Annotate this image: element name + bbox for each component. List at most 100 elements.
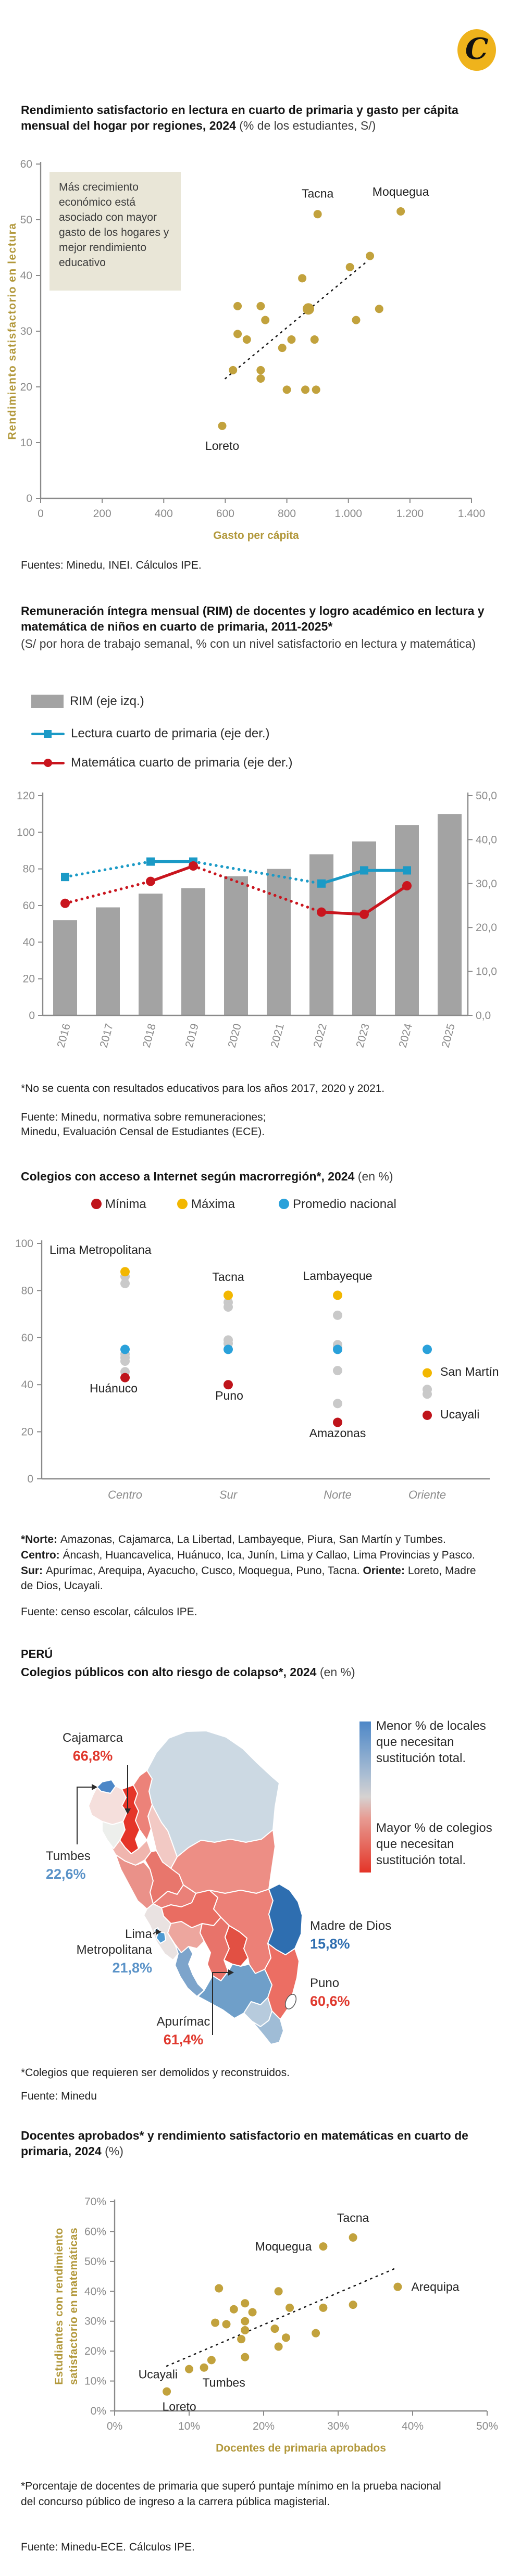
data-point [312, 2329, 320, 2338]
bar-2016 [53, 920, 77, 1015]
footnote-region-list: Apurímac, Arequipa, Ayacucho, Cusco, Moq… [45, 1564, 363, 1577]
year-label-2023: 2023 [354, 1022, 372, 1049]
left-tick-label: 100 [17, 826, 35, 838]
marker-square [360, 866, 368, 875]
year-label-2022: 2022 [312, 1022, 329, 1049]
group-label-Oriente: Oriente [408, 1488, 446, 1501]
y-tick-label: 40 [20, 270, 32, 282]
year-label-2019: 2019 [183, 1022, 201, 1049]
data-point [261, 316, 270, 324]
dot-Norte [333, 1399, 342, 1409]
x-tick-label: 10% [178, 2420, 200, 2432]
data-point [242, 335, 251, 344]
data-point [211, 2318, 220, 2327]
legend-bottom-text: Mayor % de colegios [376, 1821, 492, 1835]
dot-Norte [333, 1366, 342, 1376]
legend-top-text: que necesitan [376, 1735, 454, 1749]
data-point [237, 2335, 246, 2344]
annotation-San Martín: San Martín [440, 1365, 499, 1378]
annotation-Puno: Puno [215, 1389, 243, 1402]
data-point [393, 2282, 402, 2291]
marker-square [317, 879, 326, 888]
data-point [229, 366, 238, 374]
data-point [233, 330, 242, 338]
dot-Sur-max [224, 1290, 233, 1300]
callout-value-Puno: 60,6% [310, 1993, 350, 2009]
data-point [200, 2363, 208, 2372]
point-label-Moquegua: Moquegua [373, 185, 429, 198]
callout-name-Lima: Metropolitana [77, 1943, 153, 1957]
legend-dot-Promedio nacional [279, 1199, 289, 1209]
leader-line [153, 1931, 156, 1934]
x-tick-label: 1.400 [458, 508, 486, 520]
map-group [88, 1730, 303, 2045]
data-point [310, 335, 319, 344]
legend-dot-Mínima [91, 1199, 102, 1209]
left-tick-label: 120 [17, 790, 35, 802]
year-label-2021: 2021 [269, 1022, 287, 1049]
dot-Sur-avg [224, 1344, 233, 1354]
dot-Oriente [423, 1389, 432, 1399]
section3-footnote: *Norte: Amazonas, Cajamarca, La Libertad… [21, 1532, 485, 1594]
dotplot-internet-macrorregion: Mínima Máxima Promedio nacional 0 20 40 60 80 10… [15, 1197, 499, 1501]
callout-name-Apurímac: Apurímac [157, 2015, 210, 2029]
point-label-Tacna: Tacna [302, 186, 334, 200]
leader-line [77, 1787, 92, 1844]
point-label-Ucayali: Ucayali [139, 2368, 178, 2381]
trend-line [166, 2268, 395, 2367]
section2-footnote: *No se cuenta con resultados educativos … [21, 1083, 385, 1095]
legend-bottom-text: sustitución total. [376, 1853, 466, 1867]
callout-value-Cajamarca: 66,8% [73, 1748, 113, 1764]
y-tick-label: 20% [84, 2345, 106, 2357]
data-point [345, 262, 354, 271]
dot-Sur-min [224, 1380, 233, 1390]
x-tick-label: 20% [253, 2420, 275, 2432]
section2-title: Remuneración íntegra mensual (RIM) de do… [21, 604, 485, 634]
data-point [349, 2301, 357, 2309]
section3-title-note: (en %) [357, 1170, 393, 1183]
section2-subtitle: (S/ por hora de trabajo semanal, % con u… [21, 636, 476, 650]
peru-choropleth-map: Menor % de locales que necesitan sustituci… [46, 1719, 492, 2047]
bar-2019 [181, 888, 205, 1015]
data-point [248, 2308, 257, 2317]
y-tick-label: 50% [84, 2256, 106, 2268]
legend-rim: RIM (eje izq.) [31, 694, 144, 709]
group-label-Sur: Sur [219, 1488, 238, 1501]
point-label-Moquegua: Moquegua [255, 2240, 312, 2253]
marker-circle [189, 861, 198, 871]
scatter-chart-docentes-matematicas: 0% 10% 20% 30% 40% 50% 0% 10% 20% 30% 40% 50% 60% 70%… [53, 2196, 498, 2454]
point-label-Arequipa: Arequipa [411, 2280, 459, 2294]
legend-label-Máxima: Máxima [191, 1197, 235, 1211]
year-label-2020: 2020 [226, 1022, 244, 1049]
footnote-region-list: Áncash, Huancavelica, Huánuco, Ica, Juní… [63, 1549, 475, 1561]
group-label-Centro: Centro [108, 1488, 142, 1501]
year-label-2024: 2024 [397, 1022, 415, 1049]
section5-title-note: (%) [105, 2144, 123, 2158]
x-tick-label: 0% [107, 2420, 122, 2432]
data-point [313, 210, 322, 219]
x-tick-label: 50% [476, 2420, 498, 2432]
x-axis-title: Docentes de primaria aprobados [216, 2442, 386, 2454]
rim-swatch [31, 695, 64, 708]
y-tick-label: 60 [20, 158, 32, 170]
series-segment [64, 879, 152, 905]
dot-Centro [120, 1356, 130, 1366]
bar-2018 [139, 894, 163, 1015]
leader-arrow [125, 1808, 131, 1814]
lake-titicaca [284, 1994, 297, 2009]
section1-title-text: Rendimiento satisfactorio en lectura en … [21, 103, 458, 133]
year-label-2017: 2017 [98, 1022, 116, 1049]
leader-arrow [156, 1929, 162, 1935]
series-segment [149, 864, 195, 883]
bar-2021 [267, 869, 291, 1015]
y-tick-label: 40% [84, 2285, 106, 2297]
data-point [349, 2233, 357, 2242]
x-tick-label: 600 [216, 508, 234, 520]
combo-chart-rim-logro: 0 20 40 60 80 100 120 0,0 10,0 20,0 30,0 40,0 50,0 20… [17, 790, 497, 1049]
series-segment [192, 860, 323, 885]
footnote-region-name: Sur: [21, 1564, 46, 1577]
region-Ica [175, 1944, 205, 1997]
marker-square [61, 873, 69, 882]
y-tick-label: 60 [21, 1332, 33, 1344]
